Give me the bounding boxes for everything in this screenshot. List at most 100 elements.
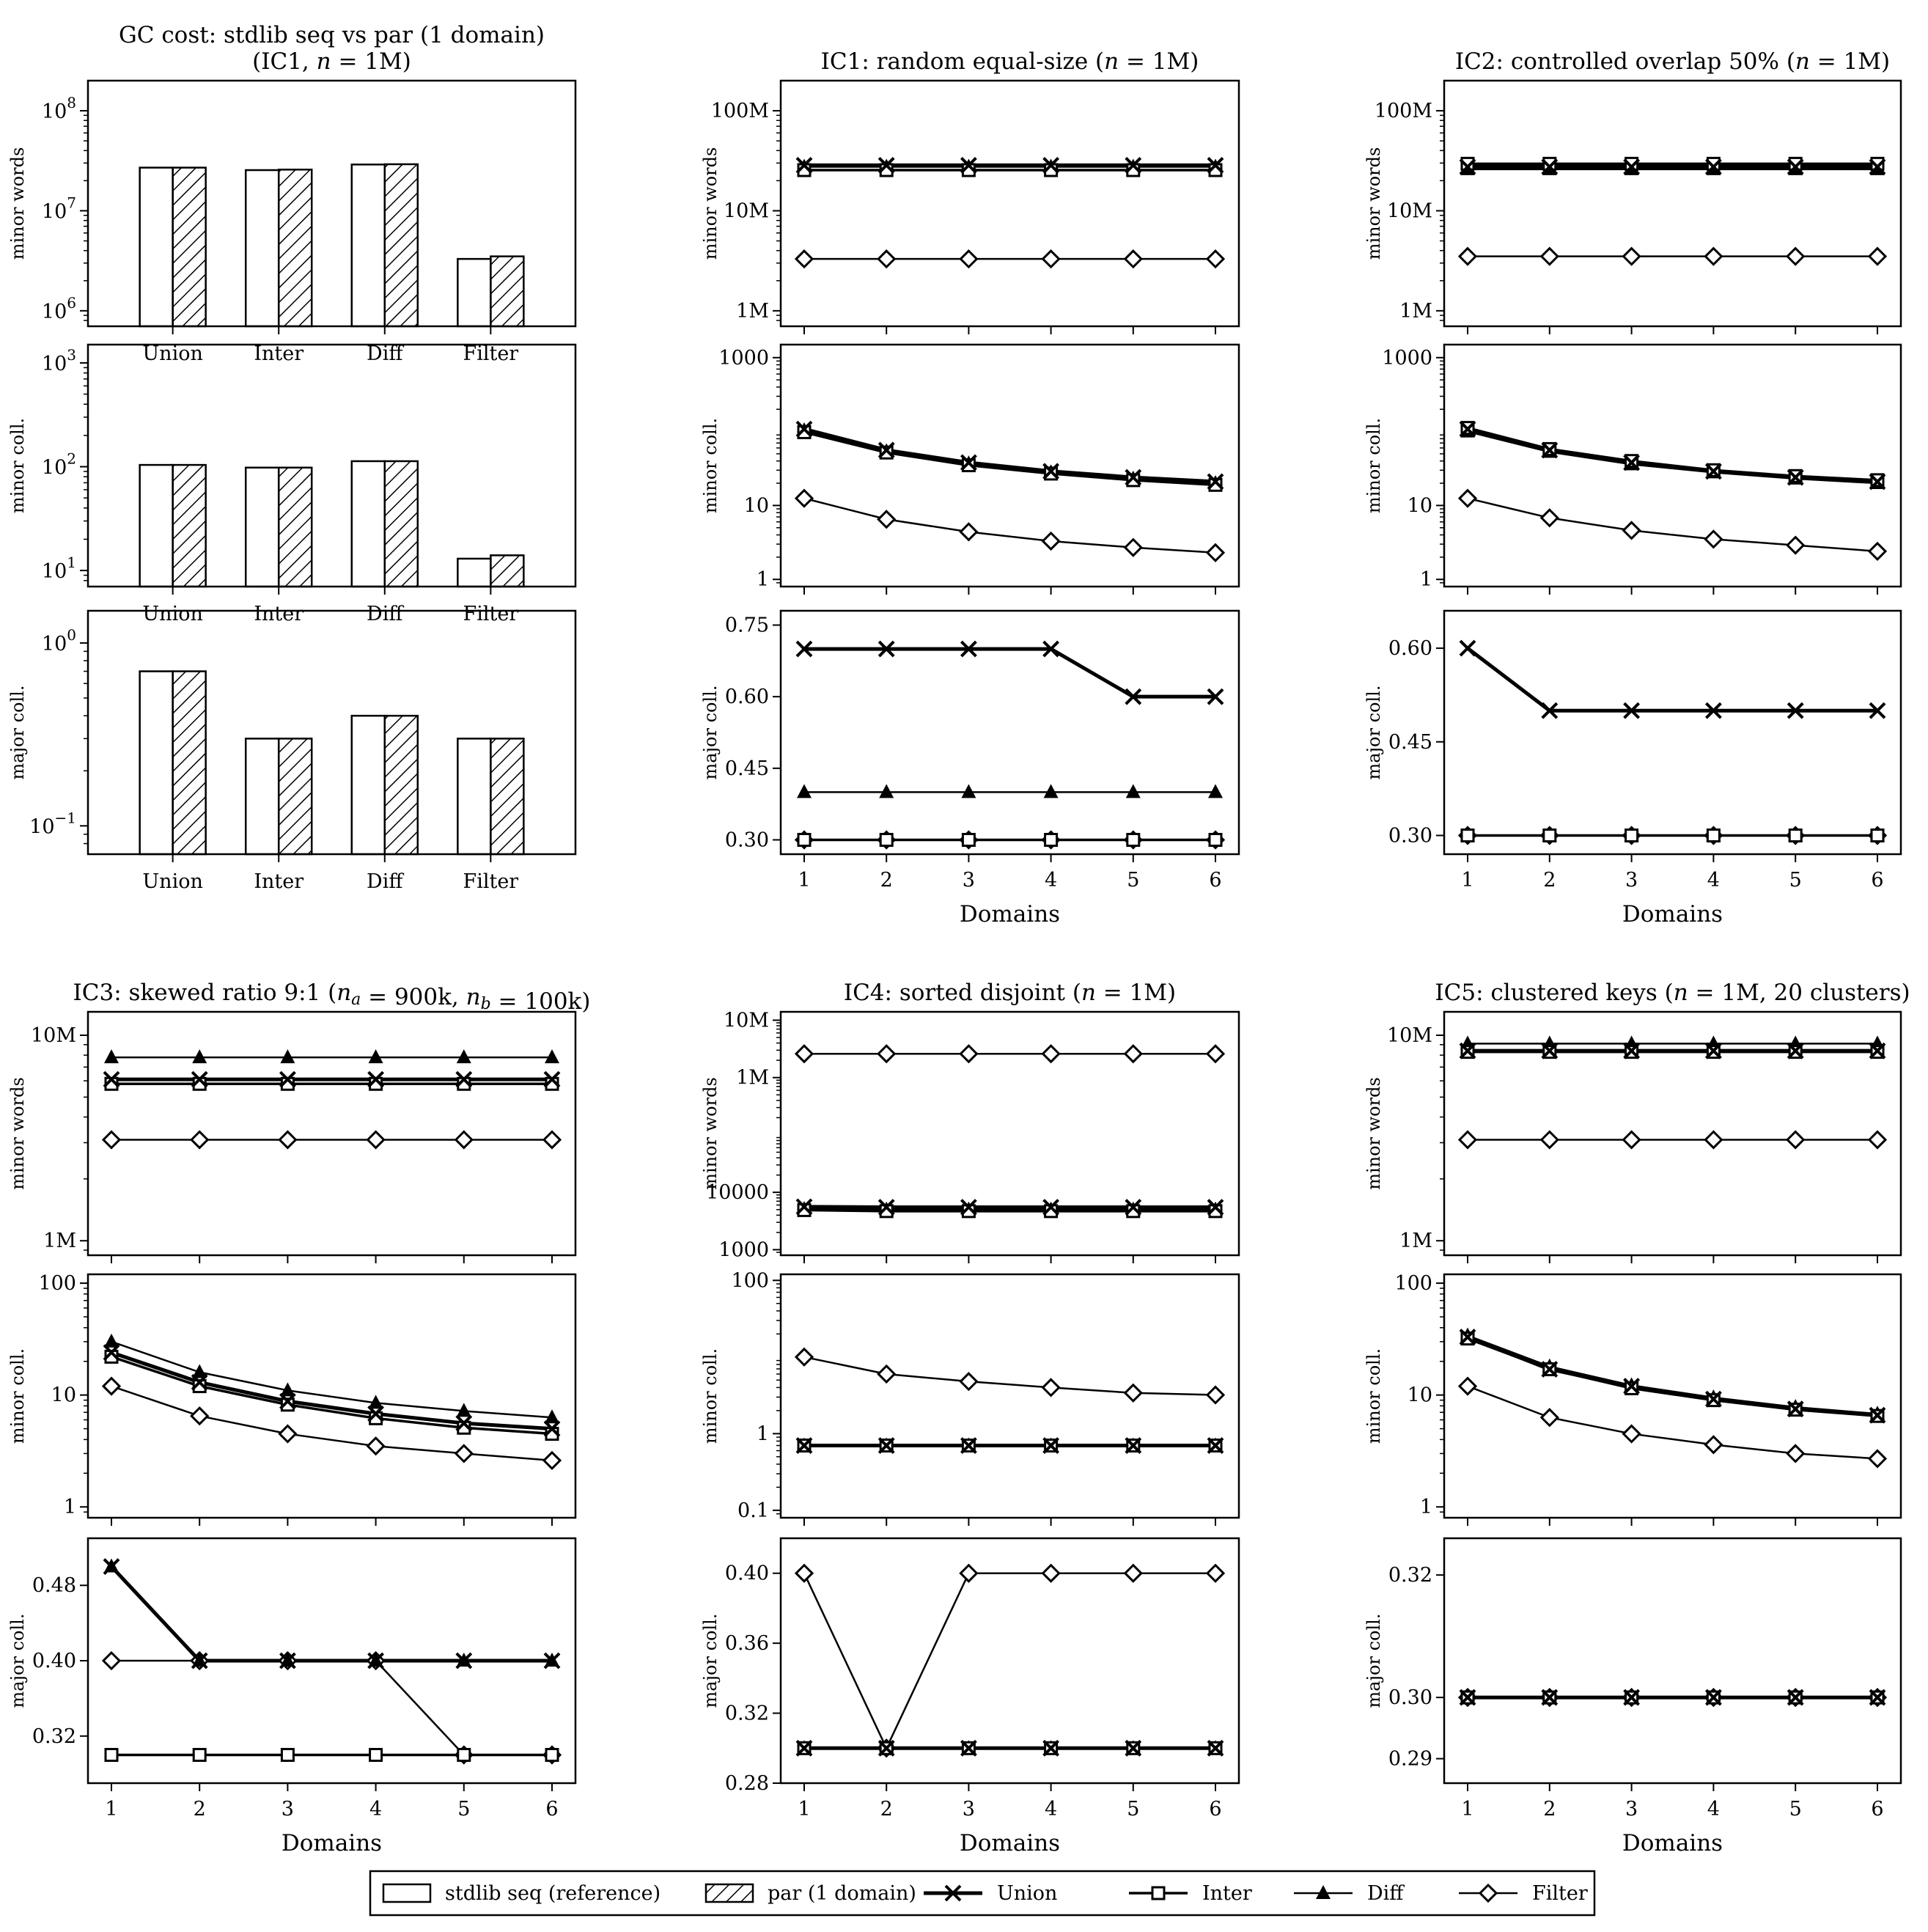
point-filter: [1041, 1378, 1061, 1397]
panel-ic3-major: major coll.0.32 0.40 0.48 1 2 3 4 5 6 Domains: [7, 1537, 577, 1856]
panel-ic4-words: IC4: sorted disjoint (n = 1M) minor words…: [700, 980, 1240, 1263]
axes-frame: [1443, 1273, 1902, 1519]
y-tick-label: 0.60: [725, 686, 769, 708]
panel-ic1-major: major coll. 0.30 0.45 0.60 0.75 1 2 3 4 5 6 Domains: [700, 609, 1240, 928]
legend-marker: [1478, 1883, 1498, 1903]
point-inter: [104, 1747, 119, 1762]
y-tick-label: 0.48: [32, 1574, 76, 1597]
point-filter: [959, 249, 979, 269]
point-union: [1125, 469, 1142, 486]
x-tick-label: 3: [963, 869, 975, 892]
point-union: [1042, 157, 1060, 174]
x-tick-label: 5: [1789, 869, 1802, 892]
point-union: [1125, 157, 1142, 174]
point-union: [1207, 1739, 1224, 1757]
line-union: [804, 647, 1215, 699]
x-tick-label: 3: [1625, 869, 1638, 892]
legend-label: Inter: [1202, 1882, 1252, 1905]
point-filter: [1041, 1044, 1061, 1064]
point-inter: [1625, 156, 1639, 171]
point-filter: [1457, 1376, 1478, 1396]
point-filter: [1123, 1044, 1143, 1064]
point-union: [455, 1414, 473, 1432]
point-filter: [190, 1406, 210, 1426]
x-tick-label: 5: [1127, 1798, 1139, 1821]
axes-frame: [779, 1010, 1240, 1257]
point-filter: [1867, 541, 1888, 562]
point-inter: [1126, 473, 1141, 488]
point-inter: [879, 832, 894, 847]
x-tick-label: 6: [1209, 869, 1221, 892]
y-tick-label: 0.32: [725, 1703, 769, 1725]
point-union: [877, 640, 895, 658]
point-union: [795, 1437, 813, 1454]
point-union: [795, 1198, 813, 1216]
point-union: [1704, 702, 1722, 719]
y-axis-label: minor coll.: [1364, 418, 1384, 513]
point-inter: [961, 832, 976, 847]
axes-frame: [87, 1273, 577, 1519]
x-axis-label: Domains: [1622, 901, 1723, 928]
bar-seq-inter: [244, 466, 280, 588]
point-union: [795, 640, 813, 658]
x-tick-label: Inter: [254, 342, 303, 365]
y-tick-label: 10M: [724, 1009, 769, 1032]
legend-label: Union: [997, 1882, 1057, 1905]
point-inter: [1788, 156, 1803, 171]
line-filter: [803, 497, 1216, 554]
point-filter: [877, 510, 897, 529]
point-filter: [877, 1364, 897, 1384]
point-union: [1207, 688, 1224, 705]
legend-swatch: [382, 1883, 432, 1903]
point-union: [1042, 1437, 1060, 1454]
point-union: [877, 1739, 895, 1757]
y-axis-label: minor words: [1364, 147, 1384, 260]
point-diff: [104, 1333, 119, 1348]
bar-par-union: [172, 463, 207, 588]
y-tick-label: 103: [42, 346, 76, 375]
line-filter: [1467, 1385, 1878, 1460]
point-filter: [1539, 1130, 1559, 1150]
point-inter: [280, 1397, 295, 1412]
point-union: [1787, 1400, 1804, 1418]
axes-frame: [1443, 79, 1902, 328]
y-tick-label: 100: [38, 1272, 76, 1295]
panel-ic4-major: major coll. 0.28 0.32 0.36 0.40 1 2 3 4 5 6 Domains: [700, 1537, 1240, 1856]
point-union: [1207, 473, 1224, 491]
y-tick-label: 1: [757, 568, 769, 591]
bar-par-diff: [383, 714, 419, 856]
y-tick-label: 0.28: [725, 1772, 769, 1795]
point-union: [960, 157, 977, 174]
point-diff: [104, 1049, 119, 1064]
y-tick-label: 102: [42, 449, 76, 479]
y-tick-label: 0.45: [1388, 731, 1432, 754]
point-union: [1623, 1042, 1641, 1059]
line-union: [111, 1351, 553, 1431]
x-tick-label: Filter: [463, 342, 518, 365]
line-diff: [1467, 1334, 1878, 1415]
bar-par-filter: [490, 554, 525, 588]
point-filter: [1867, 1130, 1888, 1150]
bar-par-inter: [277, 738, 313, 856]
point-union: [960, 1437, 977, 1454]
point-union: [1042, 1739, 1060, 1757]
y-tick-label: 0.40: [32, 1650, 76, 1672]
y-axis-label: major coll.: [1364, 1614, 1384, 1708]
point-filter: [959, 1372, 979, 1392]
panel-ic2-words: IC2: controlled overlap 50% (n = 1M) mino…: [1364, 48, 1902, 334]
y-tick-label: 1000: [718, 347, 769, 370]
line-union: [803, 1205, 1215, 1209]
y-axis-label: major coll.: [7, 686, 28, 780]
point-union: [1459, 420, 1476, 438]
point-filter: [1205, 1044, 1226, 1064]
point-union: [1541, 1361, 1559, 1378]
point-union: [1623, 454, 1641, 471]
point-diff: [879, 784, 894, 798]
panel-ic1-words: IC1: random equal-size (n = 1M) minor wor…: [700, 48, 1240, 334]
legend-entry-seq: stdlib seq (reference): [382, 1882, 661, 1905]
point-union: [543, 1070, 561, 1088]
x-tick-label: 3: [963, 1798, 975, 1821]
point-filter: [1786, 1444, 1806, 1463]
point-filter: [101, 1130, 122, 1150]
axes-frame: [779, 609, 1240, 856]
